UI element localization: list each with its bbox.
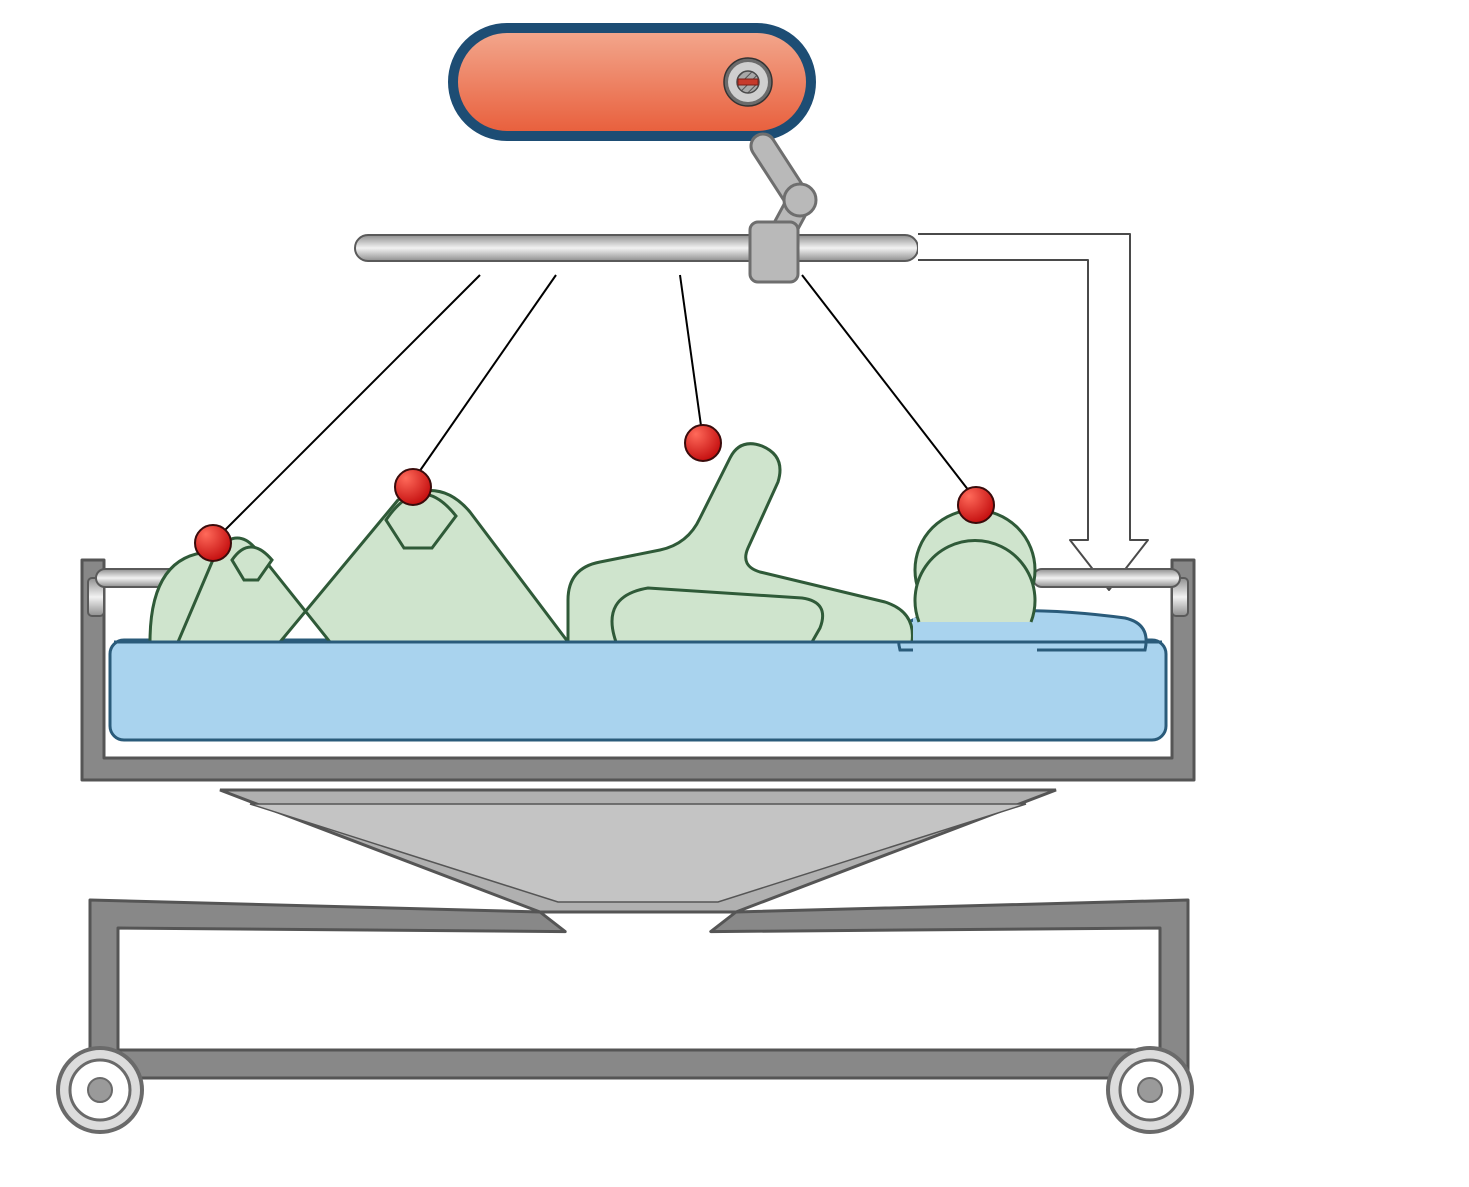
sensor-marker-3 [685,425,721,461]
heater-arm-joint [784,184,816,216]
bed-base-frame [90,900,1188,1078]
bed-wheel-1-hub [88,1078,112,1102]
heat-ray-3 [680,275,703,440]
heater-clamp [750,222,798,282]
heat-ray-4 [802,275,976,500]
heat-ray-2 [410,275,556,485]
bed-wheel-2-hub [1138,1078,1162,1102]
patient-arm-fold [612,588,823,642]
bed-rail-bar-right [1033,569,1180,587]
heater-dial-bar [738,79,758,85]
bed-undertray-inner [250,804,1026,902]
sensor-marker-1 [195,525,231,561]
patient-head-mask [913,618,1037,678]
sensor-marker-2 [395,469,431,505]
sensor-marker-4 [958,487,994,523]
heater-tube [355,235,918,261]
